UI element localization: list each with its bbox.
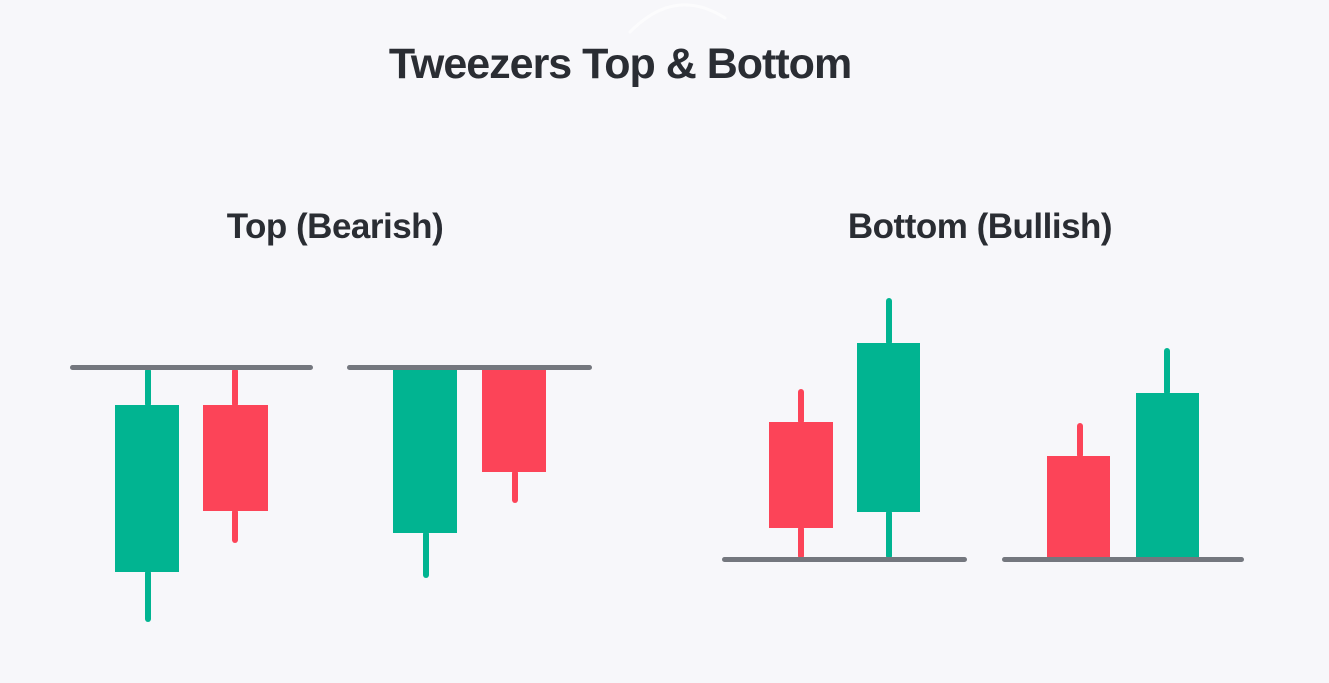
bearish-candle-body bbox=[203, 405, 268, 511]
bearish-candle-body bbox=[769, 422, 833, 528]
section-title-top-bearish: Top (Bearish) bbox=[226, 207, 444, 246]
bearish-candle-upper-wick bbox=[798, 389, 804, 424]
bullish-candle-body bbox=[115, 405, 179, 572]
bullish-candle-lower-wick bbox=[145, 570, 151, 622]
decorative-swoosh bbox=[628, 3, 727, 34]
bullish-candle-lower-wick bbox=[886, 510, 892, 559]
section-title-bottom-bullish: Bottom (Bullish) bbox=[847, 207, 1113, 246]
bullish-candle-body bbox=[1136, 393, 1199, 560]
bullish-candle-lower-wick bbox=[423, 531, 429, 578]
bearish-candle-lower-wick bbox=[512, 470, 518, 503]
bullish-candle-upper-wick bbox=[145, 368, 151, 407]
price-level-line bbox=[1002, 557, 1244, 562]
bearish-candle-lower-wick bbox=[232, 509, 238, 543]
price-level-line bbox=[722, 557, 967, 562]
bearish-candle-lower-wick bbox=[798, 526, 804, 559]
bearish-candle-body bbox=[1047, 456, 1110, 560]
page-title: Tweezers Top & Bottom bbox=[388, 40, 852, 88]
bullish-candle-upper-wick bbox=[886, 298, 892, 345]
bearish-candle-body bbox=[482, 368, 546, 472]
bearish-candle-upper-wick bbox=[232, 368, 238, 407]
bullish-candle-body bbox=[857, 343, 920, 512]
price-level-line bbox=[347, 365, 592, 370]
bullish-candle-body bbox=[393, 368, 457, 533]
bearish-candle-upper-wick bbox=[1077, 423, 1083, 458]
price-level-line bbox=[70, 365, 313, 370]
bullish-candle-upper-wick bbox=[1164, 348, 1170, 395]
